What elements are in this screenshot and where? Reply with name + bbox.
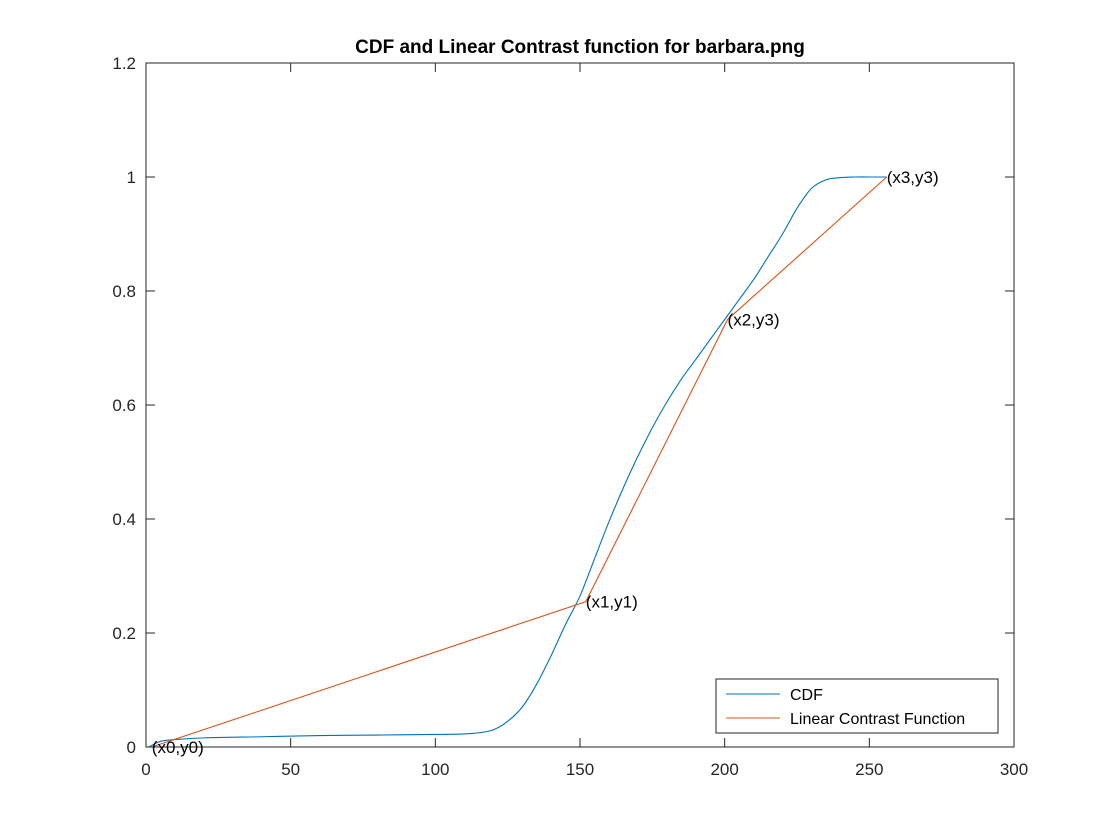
axes-box [145, 62, 1015, 748]
axes: 0 50 100 150 200 250 300 0 0.2 0.4 0.6 0.8 1 1.2 [112, 54, 1028, 779]
x-tick-label: 250 [855, 760, 883, 779]
x-tick-label: 50 [281, 760, 300, 779]
annotation-label: (x1,y1) [586, 593, 638, 612]
annotation-label: (x3,y3) [887, 168, 939, 187]
y-tick-label: 0.6 [112, 396, 136, 415]
series-lines [148, 176, 888, 748]
x-tick-label: 150 [566, 760, 594, 779]
x-tick-label: 0 [141, 760, 150, 779]
chart-title: CDF and Linear Contrast function for bar… [355, 37, 805, 58]
legend-entry: Linear Contrast Function [790, 711, 965, 728]
legend-box [715, 678, 999, 734]
y-tick-label: 1 [127, 168, 136, 187]
y-tick-label: 0.2 [112, 624, 136, 643]
x-tick-label: 300 [1000, 760, 1028, 779]
y-tick-label: 1.2 [112, 54, 136, 73]
series-line-linear-contrast-function [151, 176, 888, 748]
series-line-cdf [148, 176, 887, 748]
legend-entry: CDF [790, 687, 823, 704]
annotations: (x0,y0) (x1,y1) (x2,y3) (x3,y3) [152, 168, 939, 757]
annotation-label: (x0,y0) [152, 738, 204, 757]
y-tick-label: 0.8 [112, 282, 136, 301]
annotation-label: (x2,y3) [728, 311, 780, 330]
legend: CDF Linear Contrast Function [715, 678, 999, 734]
x-tick-label: 200 [710, 760, 738, 779]
x-tick-label: 100 [421, 760, 449, 779]
y-tick-label: 0.4 [112, 510, 136, 529]
y-tick-label: 0 [127, 738, 136, 757]
